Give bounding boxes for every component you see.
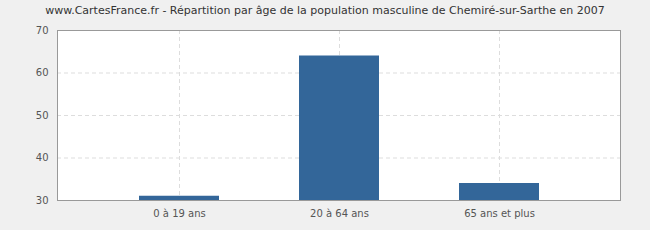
svg-text:0 à 19 ans: 0 à 19 ans [153, 208, 205, 219]
svg-text:70: 70 [36, 25, 49, 36]
svg-text:30: 30 [36, 195, 49, 206]
svg-text:20 à 64 ans: 20 à 64 ans [310, 208, 369, 219]
svg-text:40: 40 [36, 152, 49, 163]
svg-text:60: 60 [36, 67, 49, 78]
svg-text:50: 50 [36, 110, 49, 121]
html-text:www.CartesFrance.fr - Répartit: www.CartesFrance.fr - Répartition par âg… [45, 4, 605, 17]
svg-text:65 ans et plus: 65 ans et plus [464, 208, 535, 219]
